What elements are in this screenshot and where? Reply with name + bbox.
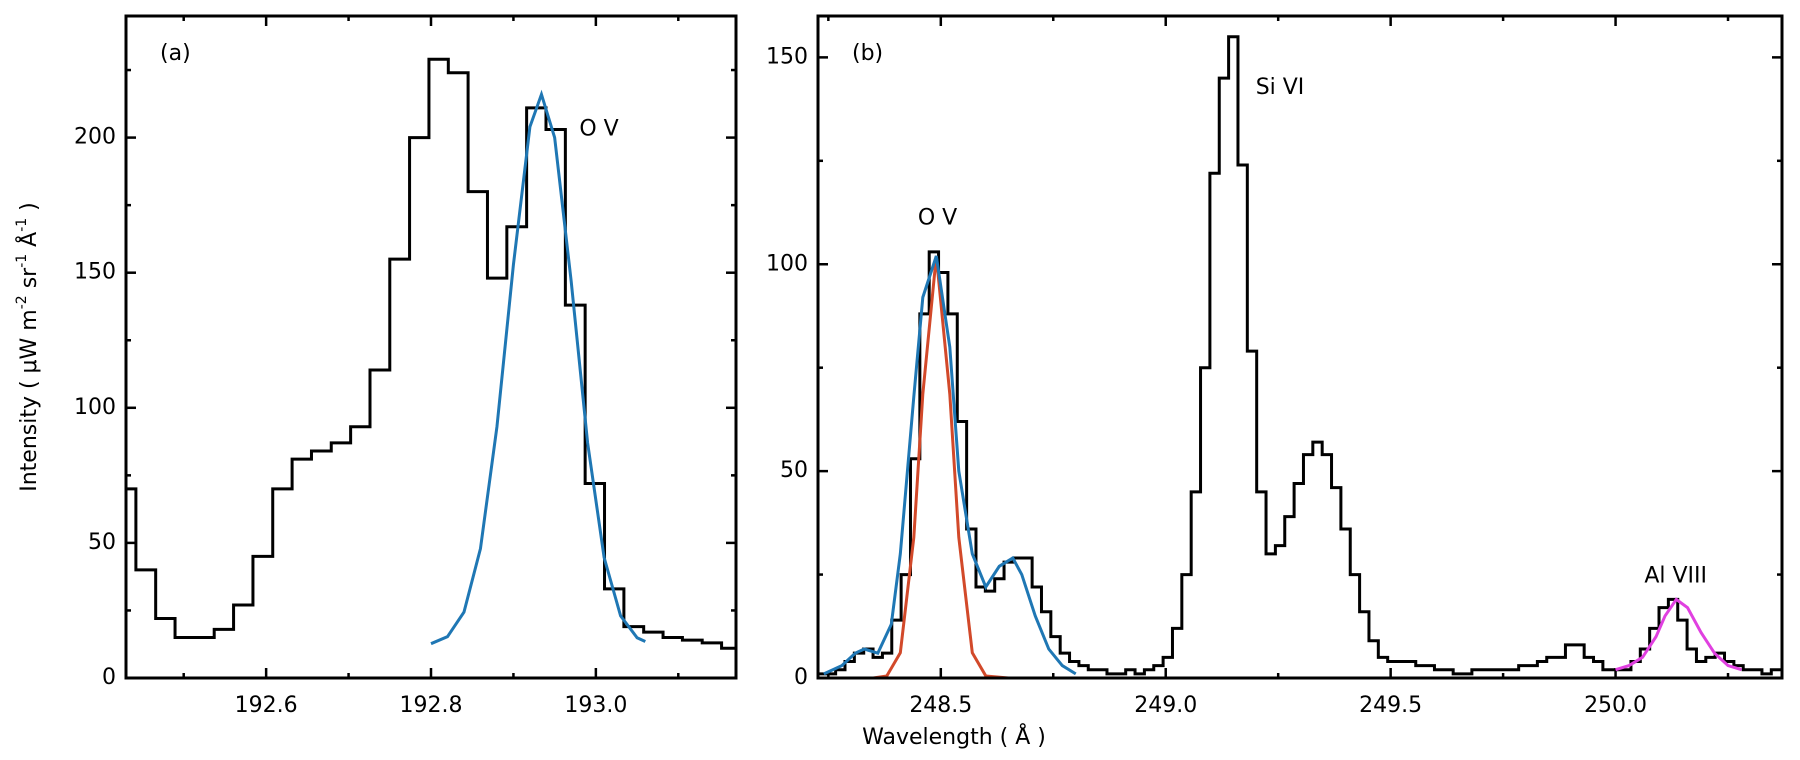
x-tick-label: 249.0 xyxy=(1134,693,1197,718)
fit-curve xyxy=(823,255,1077,676)
y-label-part: Å xyxy=(15,232,42,254)
y-axis-label: Intensity ( μW m-2 sr-1 Å-1 ) xyxy=(14,202,42,492)
fit-curve xyxy=(430,89,646,646)
fit-curve xyxy=(1615,597,1742,672)
y-tick-label: 150 xyxy=(766,44,808,69)
y-tick-label: 50 xyxy=(88,530,116,555)
x-tick-label: 249.5 xyxy=(1359,693,1422,718)
annotation: O V xyxy=(579,116,618,141)
annotation: Al VIII xyxy=(1644,564,1707,589)
y-label-sup: -1 xyxy=(14,218,30,232)
y-tick-label: 0 xyxy=(794,665,808,690)
y-label-part: Intensity ( μW m xyxy=(17,309,42,492)
y-tick-label: 100 xyxy=(74,395,116,420)
panel-label: (b) xyxy=(852,41,883,66)
y-label-part: sr xyxy=(17,267,42,295)
y-label-sup: -1 xyxy=(14,254,30,268)
y-label-part: ) xyxy=(17,202,42,218)
plot-area xyxy=(818,35,1781,678)
y-tick-label: 100 xyxy=(766,251,808,276)
y-tick-label: 50 xyxy=(780,458,808,483)
x-tick-label: 250.0 xyxy=(1584,693,1647,718)
x-axis-label: Wavelength ( Å ) xyxy=(862,723,1046,750)
x-tick-label: 192.6 xyxy=(235,693,298,718)
spectrum xyxy=(818,35,1781,676)
axes-frame xyxy=(124,14,738,680)
panel-label: (a) xyxy=(160,41,191,66)
annotation: O V xyxy=(918,206,957,231)
y-label-sup: -2 xyxy=(14,295,30,309)
y-tick-label: 200 xyxy=(74,125,116,150)
axes-frame xyxy=(816,14,1784,680)
y-tick-label: 0 xyxy=(102,665,116,690)
x-tick-label: 248.5 xyxy=(909,693,972,718)
y-tick-label: 150 xyxy=(74,260,116,285)
x-tick-label: 192.8 xyxy=(400,693,463,718)
plot-area xyxy=(126,57,736,650)
spectrum xyxy=(126,57,736,650)
x-tick-label: 193.0 xyxy=(564,693,627,718)
annotation: Si VI xyxy=(1256,75,1305,100)
